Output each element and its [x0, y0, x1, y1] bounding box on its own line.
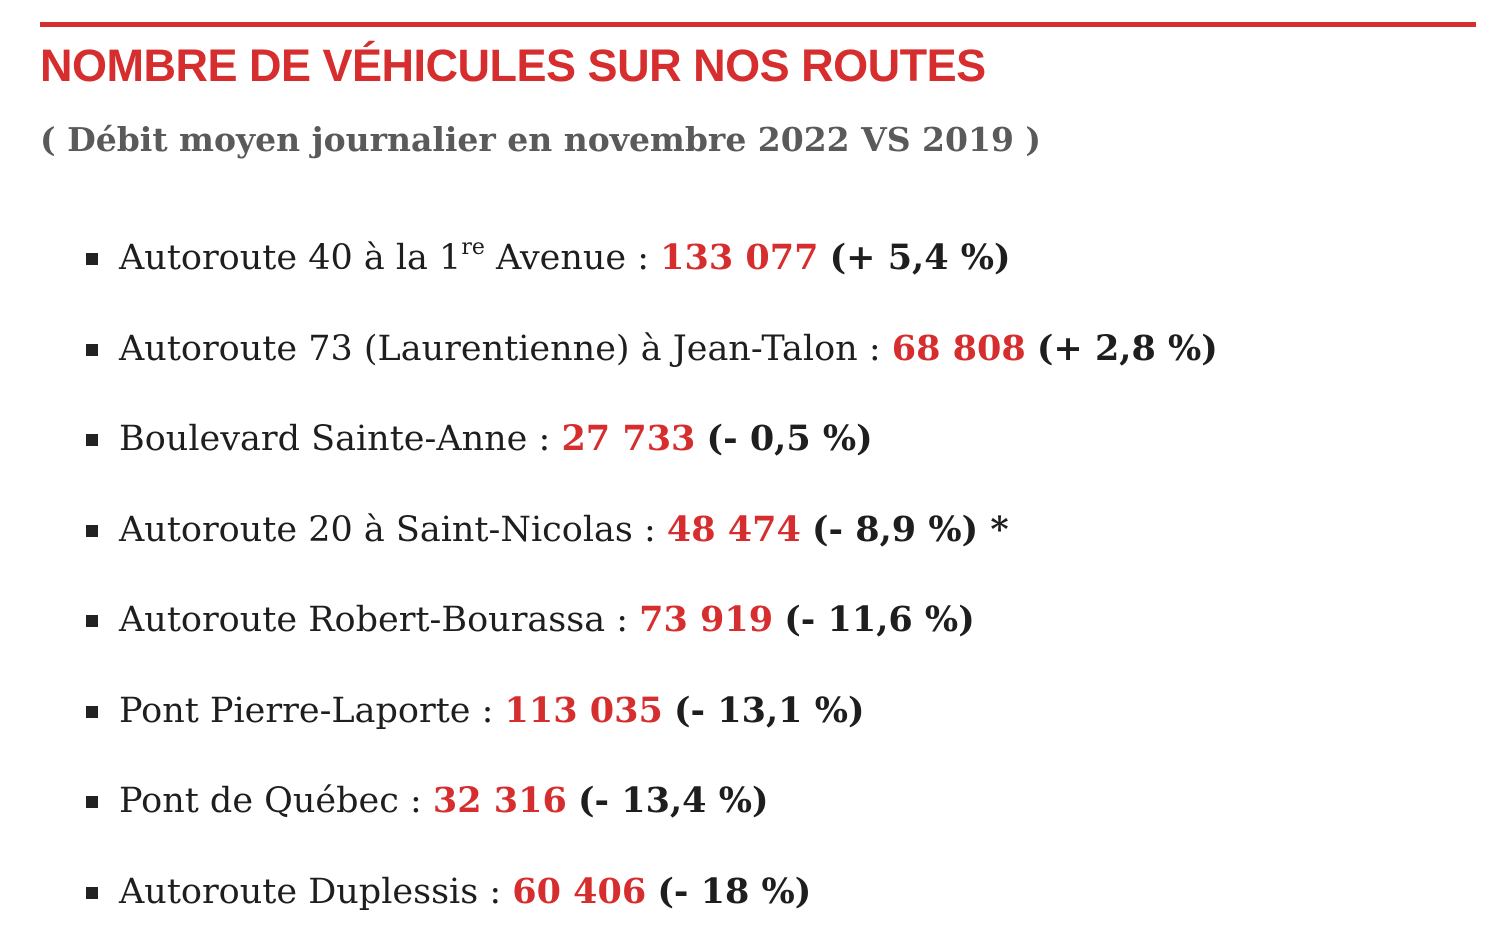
list-item-line: Boulevard Sainte-Anne : 27 733 (- 0,5 %)	[119, 407, 873, 471]
square-bullet-icon	[86, 434, 98, 446]
location-label: Pont Pierre-Laporte	[119, 690, 471, 731]
daily-traffic-value: 60 406	[512, 870, 647, 912]
separator: :	[632, 509, 667, 550]
percent-change: (- 18 %)	[657, 870, 812, 912]
list-item-line: Autoroute 73 (Laurentienne) à Jean-Talon…	[119, 317, 1218, 381]
square-bullet-icon	[86, 343, 98, 356]
location-label: Autoroute 20 à Saint-Nicolas	[119, 509, 633, 550]
location-label: Autoroute 73 (Laurentienne) à Jean-Talon	[119, 328, 858, 369]
location-label-suffix: Avenue	[484, 238, 627, 278]
separator: :	[398, 781, 433, 821]
location-label: Autoroute Robert-Bourassa	[119, 600, 606, 640]
square-bullet-icon	[86, 886, 98, 899]
location-label: Boulevard Sainte-Anne	[119, 419, 528, 459]
daily-traffic-value: 48 474	[666, 508, 801, 550]
percent-change: (- 13,4 %)	[578, 780, 769, 821]
percent-change: (+ 5,4 %)	[829, 237, 1011, 278]
square-bullet-icon	[86, 796, 98, 808]
square-bullet-icon	[86, 524, 98, 537]
list-item-line: Pont de Québec : 32 316 (- 13,4 %)	[119, 769, 769, 833]
daily-traffic-value: 68 808	[891, 327, 1026, 369]
daily-traffic-value: 32 316	[432, 780, 567, 821]
daily-traffic-value: 27 733	[561, 418, 696, 459]
separator: :	[626, 238, 661, 278]
ordinal-suffix: re	[461, 235, 485, 261]
daily-traffic-value: 133 077	[660, 237, 819, 278]
square-bullet-icon	[86, 253, 98, 265]
square-bullet-icon	[86, 705, 98, 718]
daily-traffic-value: 113 035	[504, 689, 663, 731]
separator: :	[527, 419, 562, 459]
percent-change: (- 8,9 %) *	[811, 508, 1009, 550]
percent-change: (- 11,6 %)	[784, 599, 975, 640]
list-item-line: Autoroute Robert-Bourassa : 73 919 (- 11…	[119, 588, 975, 652]
list-item-line: Autoroute 40 à la 1re Avenue : 133 077 (…	[119, 226, 1011, 290]
page-title: NOMBRE DE VÉHICULES SUR NOS ROUTES	[40, 40, 986, 91]
list-item-line: Autoroute 20 à Saint-Nicolas : 48 474 (-…	[119, 498, 1009, 562]
location-label: Pont de Québec	[119, 781, 399, 821]
page-subtitle: ( Débit moyen journalier en novembre 202…	[40, 120, 1042, 159]
separator: :	[605, 600, 640, 640]
separator: :	[470, 690, 505, 731]
list-item-line: Autoroute Duplessis : 60 406 (- 18 %)	[119, 860, 811, 924]
list-item-line: Pont Pierre-Laporte : 113 035 (- 13,1 %)	[119, 679, 865, 743]
square-bullet-icon	[86, 615, 98, 627]
separator: :	[857, 328, 892, 369]
separator: :	[478, 871, 513, 912]
location-label: Autoroute 40 à la 1	[119, 238, 462, 278]
percent-change: (+ 2,8 %)	[1036, 327, 1218, 369]
top-red-rule	[40, 22, 1476, 27]
daily-traffic-value: 73 919	[639, 599, 774, 640]
location-label: Autoroute Duplessis	[119, 871, 479, 912]
percent-change: (- 0,5 %)	[706, 418, 873, 459]
percent-change: (- 13,1 %)	[674, 689, 865, 731]
